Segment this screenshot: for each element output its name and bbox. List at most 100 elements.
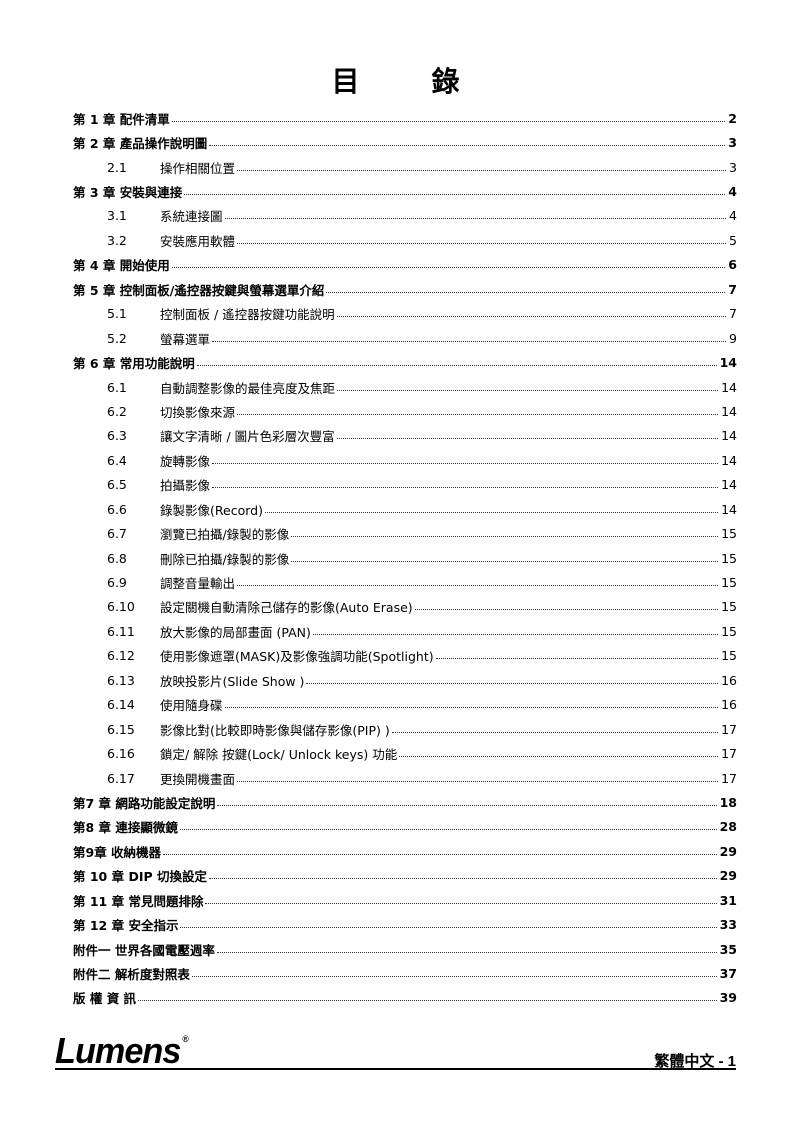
toc-entry-title: 第 6 章 常用功能說明 [73,356,195,372]
toc-entry-number: 6.17 [107,770,135,786]
dot-leader [180,927,717,929]
toc-entry-page: 15 [721,550,737,566]
toc-entry-page: 14 [721,477,737,493]
page-title: 目 錄 [331,65,482,98]
toc-entry-title: 第9章 收納機器 [73,844,162,860]
toc-entry-number: 3.2 [107,232,127,248]
toc-entry[interactable]: 第 2 章 產品操作說明圖 3 [73,130,737,154]
dot-leader [435,658,719,660]
toc-entry[interactable]: 6.8 刪除已拍攝/錄製的影像 15 [73,546,737,570]
toc-entry[interactable]: 6.4 旋轉影像 14 [73,448,737,472]
toc-entry-title: 控制面板 / 遙控器按鍵功能說明 [160,307,335,323]
toc-entry[interactable]: 第8 章 連接顯微鏡 28 [73,815,737,839]
toc-entry-title: 第8 章 連接顯微鏡 [73,820,178,836]
dot-leader [312,633,719,635]
toc-entry-page: 17 [721,770,737,786]
dot-leader [414,609,719,611]
toc-entry[interactable]: 3.1 系統連接圖 4 [73,204,737,228]
toc-entry[interactable]: 5.1 控制面板 / 遙控器按鍵功能說明 7 [73,302,737,326]
toc-entry[interactable]: 6.15 影像比對(比較即時影像與儲存影像(PIP) ) 17 [73,717,737,741]
toc-entry[interactable]: 6.16 鎖定/ 解除 按鍵(Lock/ Unlock keys) 功能 17 [73,741,737,765]
toc-entry-page: 16 [721,672,737,688]
dot-leader [171,267,726,269]
toc-entry[interactable]: 第 12 章 安全指示 33 [73,912,737,936]
toc-entry-number: 6.2 [107,403,127,419]
toc-entry-title: 更換開機畫面 [160,771,236,787]
dot-leader [184,194,726,196]
toc-entry[interactable]: 第 4 章 開始使用 6 [73,253,737,277]
toc-entry-page: 7 [729,306,737,322]
toc-entry[interactable]: 附件二 解析度對照表 37 [73,961,737,985]
toc-entry[interactable]: 第 1 章 配件清單 2 [73,106,737,130]
toc-entry-title: 自動調整影像的最佳亮度及焦距 [160,380,336,396]
toc-entry[interactable]: 6.11 放大影像的局部畫面 (PAN) 15 [73,619,737,643]
toc-entry-title: 版 權 資 訊 [73,991,137,1007]
toc-entry[interactable]: 6.5 拍攝影像 14 [73,473,737,497]
dot-leader [163,853,717,855]
toc-entry-title: 第 3 章 安裝與連接 [73,185,183,201]
toc-entry-title: 操作相關位置 [160,160,236,176]
toc-entry-page: 14 [721,379,737,395]
toc-entry-page: 15 [721,575,737,591]
toc-entry-page: 9 [729,330,737,346]
toc-entry-number: 5.1 [107,306,127,322]
toc-entry[interactable]: 6.3 讓文字清晰 / 圖片色彩層次豐富 14 [73,424,737,448]
toc-entry[interactable]: 6.2 切換影像來源 14 [73,399,737,423]
toc-entry[interactable]: 5.2 螢幕選單 9 [73,326,737,350]
toc-entry-page: 17 [721,721,737,737]
toc-entry-title: 第7 章 網路功能設定說明 [73,795,216,811]
dot-leader [224,218,727,220]
toc-entry[interactable]: 第 5 章 控制面板/遙控器按鍵與螢幕選單介紹 7 [73,277,737,301]
toc-entry[interactable]: 第7 章 網路功能設定說明 18 [73,790,737,814]
toc-entry-title: 設定關機自動清除己儲存的影像(Auto Erase) [160,600,413,616]
toc-entry[interactable]: 6.17 更換開機畫面 17 [73,766,737,790]
toc-entry[interactable]: 6.6 錄製影像(Record) 14 [73,497,737,521]
toc-entry[interactable]: 第 10 章 DIP 切換設定 29 [73,864,737,888]
dot-leader [291,560,719,562]
toc-entry[interactable]: 6.13 放映投影片(Slide Show ) 16 [73,668,737,692]
toc-entry[interactable]: 2.1 操作相關位置 3 [73,155,737,179]
dot-leader [179,829,717,831]
toc-entry-page: 14 [721,403,737,419]
dot-leader [336,316,727,318]
toc-entry[interactable]: 附件一 世界各國電壓週率 35 [73,937,737,961]
toc-entry-page: 29 [719,843,737,859]
toc-entry[interactable]: 6.1 自動調整影像的最佳亮度及焦距 14 [73,375,737,399]
dot-leader [264,511,719,513]
toc-entry-number: 2.1 [107,159,127,175]
toc-entry[interactable]: 第 6 章 常用功能說明 14 [73,350,737,374]
toc-entry[interactable]: 版 權 資 訊 39 [73,986,737,1010]
toc-entry-title: 安裝應用軟體 [160,233,236,249]
toc-entry[interactable]: 6.12 使用影像遮罩(MASK)及影像強調功能(Spotlight) 15 [73,644,737,668]
dot-leader [237,780,719,782]
toc-entry[interactable]: 3.2 安裝應用軟體 5 [73,228,737,252]
toc-entry[interactable]: 6.7 瀏覽已拍攝/錄製的影像 15 [73,521,737,545]
toc-entry-page: 2 [728,110,737,126]
toc-entry-number: 6.5 [107,477,127,493]
toc-entry[interactable]: 6.14 使用隨身碟 16 [73,693,737,717]
toc-entry-page: 3 [729,159,737,175]
toc-entry-number: 6.4 [107,452,127,468]
dot-leader [212,340,727,342]
toc-entry-page: 37 [719,966,737,982]
toc-entry-number: 6.14 [107,697,135,713]
toc-entry-title: 第 12 章 安全指示 [73,918,179,934]
toc-entry-title: 第 5 章 控制面板/遙控器按鍵與螢幕選單介紹 [73,282,325,298]
toc-entry[interactable]: 6.10 設定關機自動清除己儲存的影像(Auto Erase) 15 [73,595,737,619]
toc-entry[interactable]: 第9章 收納機器 29 [73,839,737,863]
toc-entry-number: 6.12 [107,648,135,664]
lumens-logo: Lumens ® [55,1030,189,1071]
toc-entry[interactable]: 第 3 章 安裝與連接 4 [73,179,737,203]
dot-leader [171,120,726,122]
dot-leader [205,902,717,904]
toc-entry-number: 6.3 [107,428,127,444]
toc-entry-number: 6.9 [107,575,127,591]
toc-entry-page: 15 [721,526,737,542]
toc-entry[interactable]: 第 11 章 常見問題排除 31 [73,888,737,912]
dot-leader [224,707,719,709]
toc-entry-title: 第 10 章 DIP 切換設定 [73,869,207,885]
toc-entry-page: 3 [728,135,737,151]
toc-entry-title: 第 2 章 產品操作說明圖 [73,136,208,152]
toc-entry-page: 28 [719,819,737,835]
toc-entry[interactable]: 6.9 調整音量輸出 15 [73,570,737,594]
